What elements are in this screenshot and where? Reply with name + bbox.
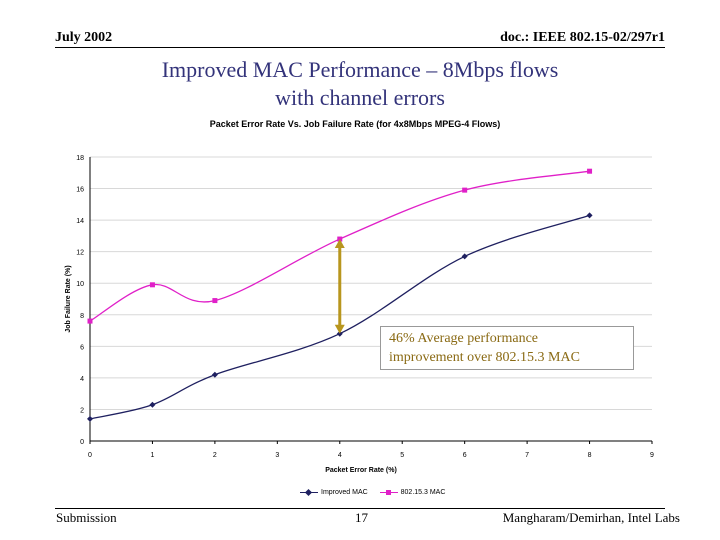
x-axis-label: Packet Error Rate (%) [325,467,397,474]
y-axis-label: Job Failure Rate (%) [65,265,72,332]
x-tick-label-0: 0 [88,452,92,459]
legend-label-improved-mac: Improved MAC [321,489,368,496]
annotation-line2: improvement over 802.15.3 MAC [389,350,580,365]
arrow-head-top [334,239,345,249]
series-1-point-2 [212,298,218,304]
x-tick-label-9: 9 [650,452,654,459]
y-tick-label-1: 2 [80,407,84,414]
chart-title: Packet Error Rate Vs. Job Failure Rate (… [209,119,501,129]
arrow-head-bottom [334,324,345,334]
legend-label-802-mac: 802.15.3 MAC [400,489,446,496]
footer-submission: Submission [56,510,117,525]
legend-swatch-802-mac [379,489,398,495]
y-tick-label-8: 16 [76,187,84,194]
header-date: July 2002 [55,30,113,45]
header-doc-id: doc.: IEEE 802.15-02/297r1 [500,30,665,45]
chart-legend: Improved MAC 802.15.3 MAC [300,488,455,496]
slide-title-line1: Improved MAC Performance – 8Mbps flows [161,57,559,82]
series-0-point-4 [461,253,468,260]
y-tick-label-5: 10 [76,281,84,288]
y-tick-label-4: 8 [80,313,84,320]
y-tick-label-7: 14 [76,218,84,225]
y-tick-label-9: 18 [76,155,84,162]
y-tick-label-3: 6 [80,344,84,351]
y-tick-label-0: 0 [80,439,84,446]
x-tick-label-8: 8 [588,452,592,459]
legend-item-improved-mac: Improved MAC [300,488,368,496]
header-rule [55,47,665,48]
legend-swatch-improved-mac [300,488,318,496]
series-1-point-4 [462,187,468,193]
x-tick-label-2: 2 [213,452,217,459]
series-0-point-1 [149,401,156,408]
slide-title-line2: with channel errors [275,85,445,110]
legend-item-802-mac: 802.15.3 MAC [379,489,446,496]
x-tick-label-4: 4 [338,452,342,459]
y-tick-label-2: 4 [80,376,84,383]
series-0-point-5 [586,212,593,219]
x-tick-label-7: 7 [525,452,529,459]
slide-title: Improved MAC Performance – 8Mbps flows w… [60,56,660,112]
annotation-line1: 46% Average performance [389,331,538,346]
series-1-point-5 [587,168,593,174]
x-tick-label-5: 5 [400,452,404,459]
series-1-point-0 [87,318,93,324]
series-0-point-0 [87,415,93,422]
x-tick-label-3: 3 [275,452,279,459]
footer-rule [55,508,665,509]
series-0-point-2 [211,371,218,378]
footer-page-number: 17 [355,510,368,525]
footer-authors: Mangharam/Demirhan, Intel Labs [502,510,680,525]
x-tick-label-1: 1 [150,452,154,459]
y-tick-label-6: 12 [76,250,84,257]
performance-annotation: 46% Average performance improvement over… [380,326,634,370]
x-tick-label-6: 6 [463,452,467,459]
series-1-point-1 [149,282,155,288]
